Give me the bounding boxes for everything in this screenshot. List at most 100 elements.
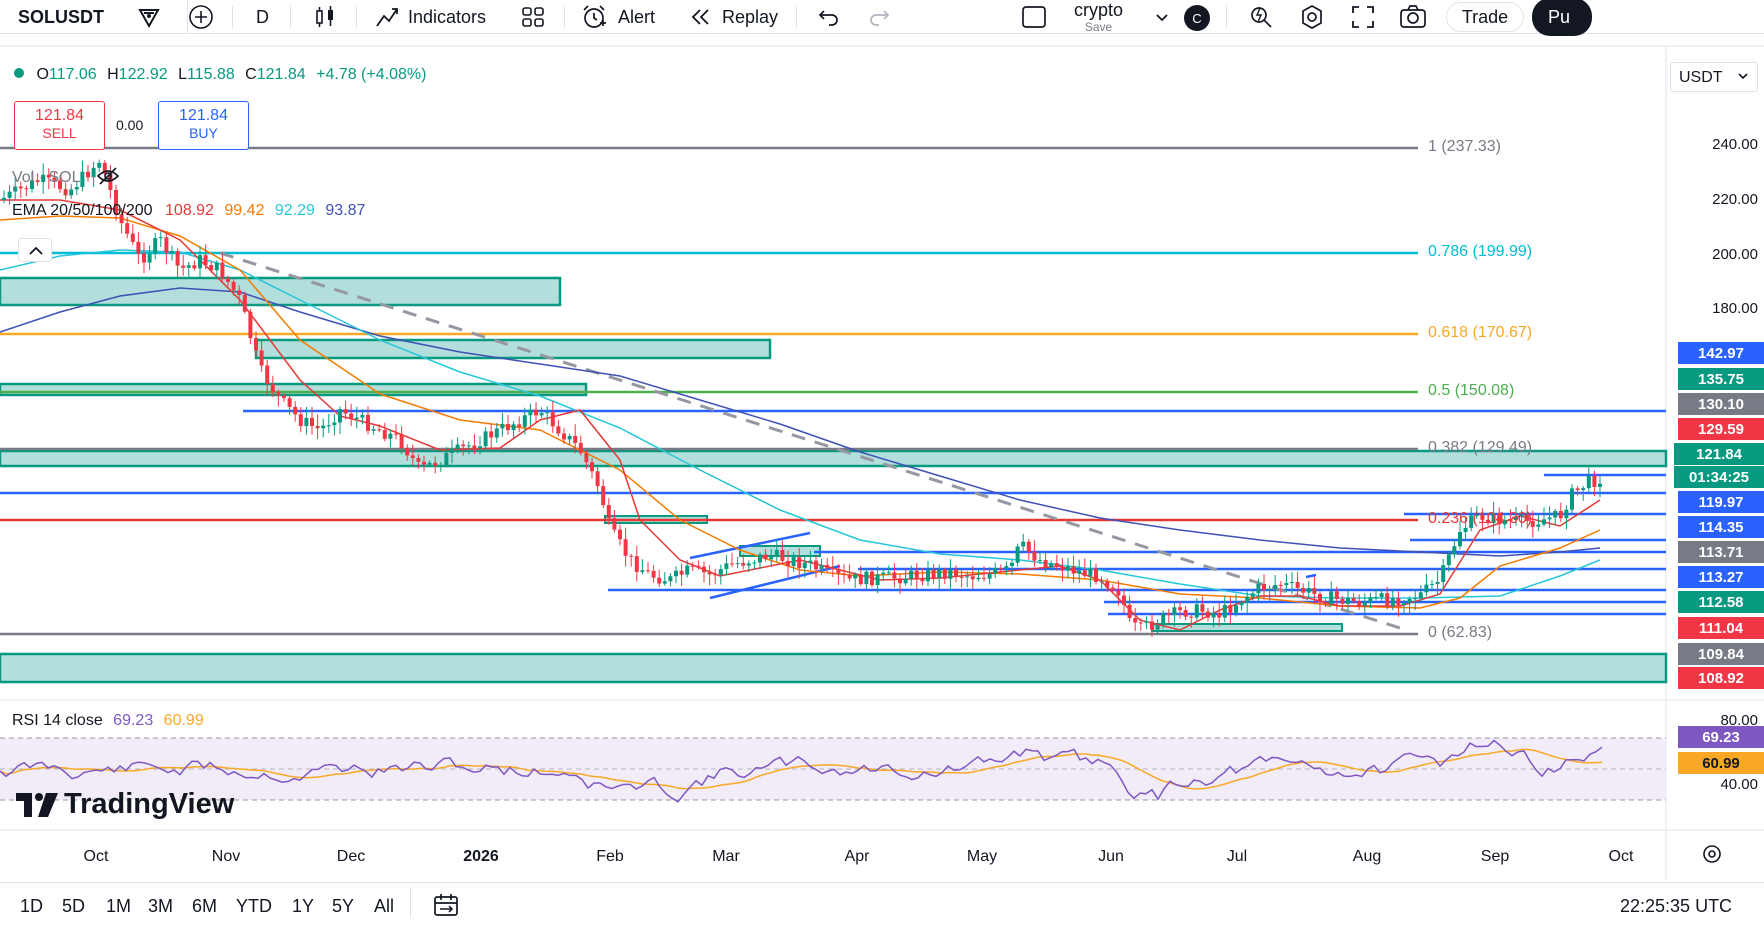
candle-body <box>987 573 992 579</box>
layouts-grid-icon[interactable] <box>520 0 546 34</box>
chart-settings-icon[interactable] <box>1700 842 1724 871</box>
channel-line <box>1305 573 1317 579</box>
layout-name-button[interactable]: crypto Save <box>1074 0 1123 34</box>
candle-body <box>1138 622 1143 624</box>
candle-body <box>304 417 309 427</box>
range-button[interactable]: 6M <box>192 896 218 916</box>
tradingview-logo[interactable]: TradingView <box>16 788 234 821</box>
candle-body <box>808 560 813 563</box>
candle-body <box>595 471 600 487</box>
rsi-legend-label: RSI 14 close <box>12 712 103 729</box>
candle-body <box>1262 583 1266 591</box>
rsi-legend[interactable]: RSI 14 close 69.23 60.99 <box>12 712 204 730</box>
candle-body <box>646 570 650 572</box>
candle-body <box>618 529 622 540</box>
indicators-button[interactable]: Indicators <box>374 0 486 34</box>
price-label-tag: 111.04 <box>1678 617 1764 639</box>
clock-utc[interactable]: 22:25:35 UTC <box>1620 896 1733 916</box>
candle-body <box>1586 476 1591 489</box>
range-button[interactable]: 3M <box>148 896 174 916</box>
symbol-search-button[interactable]: SOLUSDT <box>0 0 188 34</box>
candle-body <box>892 572 897 579</box>
range-button[interactable]: All <box>374 896 395 916</box>
candle-body <box>836 568 841 574</box>
candle-body <box>1099 581 1104 583</box>
quick-search-icon[interactable] <box>1248 0 1274 34</box>
toolbar-divider <box>410 888 411 918</box>
buy-button[interactable]: 121.84 BUY <box>158 101 249 150</box>
price-label-tag: 01:34:25 <box>1674 466 1764 488</box>
candle-body <box>1542 519 1546 525</box>
chevron-down-icon[interactable] <box>1154 0 1170 34</box>
candle-body <box>1340 598 1345 604</box>
toolbar-divider <box>356 6 357 28</box>
range-button[interactable]: 1D <box>20 896 44 916</box>
candle-body <box>366 414 370 431</box>
settings-gear-icon[interactable] <box>1298 0 1326 34</box>
price-label-tag: 130.10 <box>1678 393 1764 415</box>
candle-body <box>371 429 376 431</box>
candle-body <box>192 265 197 269</box>
candle-body <box>1094 568 1098 582</box>
add-symbol-icon[interactable] <box>188 0 214 34</box>
candle-body <box>466 445 471 447</box>
candle-body <box>209 265 214 271</box>
candle-body <box>153 238 158 254</box>
time-axis-label: May <box>966 848 998 865</box>
candle-body <box>758 554 762 563</box>
candle-body <box>91 167 96 178</box>
range-button[interactable]: 1M <box>106 896 132 916</box>
candle-body <box>657 577 662 584</box>
candle-body <box>1346 597 1350 604</box>
candle-body <box>578 443 583 454</box>
candle-body <box>898 578 902 584</box>
candle-body <box>881 572 886 575</box>
candle-body <box>870 571 874 585</box>
range-button[interactable]: YTD <box>236 896 272 916</box>
ohlc-legend: O117.06 H122.92 L115.88 C121.84 +4.78 (+… <box>14 66 426 84</box>
currency-select[interactable]: USDT <box>1670 62 1758 92</box>
ema-legend[interactable]: EMA 20/50/100/200 108.92 99.42 92.29 93.… <box>12 202 365 220</box>
candle-body <box>287 398 292 407</box>
range-button[interactable]: 1Y <box>292 896 315 916</box>
alert-button[interactable]: Alert <box>580 0 655 34</box>
time-axis-label: Oct <box>83 848 109 865</box>
range-button[interactable]: 5D <box>62 896 86 916</box>
camera-icon[interactable] <box>1398 0 1428 34</box>
candle-body <box>114 189 118 215</box>
layout-square-icon[interactable] <box>1020 0 1048 34</box>
fullscreen-icon[interactable] <box>1350 0 1376 34</box>
low-value: 115.88 <box>186 66 235 83</box>
close-label: C <box>245 66 257 83</box>
undo-icon[interactable] <box>816 0 842 34</box>
calendar-range-icon[interactable] <box>432 892 460 923</box>
candle-body <box>1558 511 1563 519</box>
candle-body <box>1598 483 1602 487</box>
interval-button[interactable]: D <box>256 0 269 34</box>
candle-body <box>1480 514 1485 520</box>
sell-button[interactable]: 121.84 SELL <box>14 101 105 150</box>
candle-body <box>1038 560 1042 562</box>
open-label: O <box>36 66 49 83</box>
candles-icon[interactable] <box>312 0 338 34</box>
publish-button[interactable]: Pu <box>1532 0 1592 36</box>
change-value: +4.78 (+4.08%) <box>316 66 427 83</box>
trade-button[interactable]: Trade <box>1446 2 1524 32</box>
flag-icon[interactable] <box>136 0 162 34</box>
range-button[interactable]: 5Y <box>332 896 355 916</box>
buy-price: 121.84 <box>179 107 228 124</box>
replay-button[interactable]: Replay <box>688 0 778 34</box>
eye-hidden-icon[interactable] <box>96 166 120 186</box>
candle-body <box>713 574 718 576</box>
collapse-legend-button[interactable] <box>18 238 52 262</box>
top-toolbar: SOLUSDT D Indicators Alert Replay <box>0 0 1764 36</box>
volume-legend[interactable]: Vol · SOL <box>12 166 120 187</box>
fib-level-label: 0.5 (150.08) <box>1428 382 1515 399</box>
candle-body <box>1334 591 1339 599</box>
redo-icon[interactable] <box>866 0 892 34</box>
candle-body <box>175 251 180 266</box>
candle-body <box>774 549 779 556</box>
candle-body <box>937 569 942 578</box>
avatar[interactable]: C <box>1184 5 1210 31</box>
